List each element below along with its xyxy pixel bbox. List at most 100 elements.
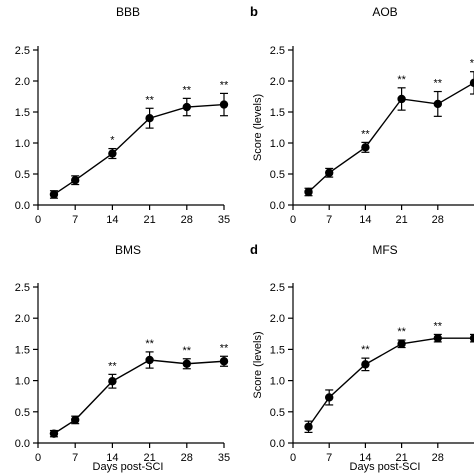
- data-point: [433, 99, 442, 109]
- x-tick-label: 7: [72, 452, 78, 464]
- data-point: [304, 422, 313, 431]
- significance-marker: *: [110, 135, 115, 147]
- y-tick-label: 0.0: [15, 438, 30, 450]
- data-point: [397, 94, 406, 104]
- data-point: [304, 187, 313, 197]
- data-point: [145, 355, 154, 365]
- data-point: [325, 393, 334, 402]
- x-tick-label: 14: [359, 452, 371, 464]
- significance-marker: **: [183, 345, 192, 357]
- significance-marker: **: [183, 84, 192, 96]
- x-tick-label: 7: [326, 214, 332, 226]
- y-tick-label: 2.5: [270, 45, 285, 57]
- x-tick-label: 14: [106, 214, 118, 226]
- series-line: [308, 82, 474, 193]
- y-tick-label: 1.5: [15, 344, 30, 356]
- x-tick-label: 14: [359, 214, 371, 226]
- data-point: [145, 114, 154, 123]
- x-tick-label: 7: [326, 452, 332, 464]
- chart-title: MFS: [372, 243, 397, 257]
- data-point: [361, 360, 370, 369]
- series-line: [53, 359, 225, 435]
- x-tick-label: 0: [35, 214, 41, 226]
- y-axis-label: Score (levels): [252, 331, 264, 398]
- y-tick-label: 1.5: [270, 107, 285, 119]
- panel-letter: b: [250, 4, 258, 19]
- x-tick-label: 14: [106, 452, 118, 464]
- data-point: [49, 190, 59, 199]
- y-tick-label: 2.0: [15, 76, 30, 88]
- y-tick-label: 2.0: [270, 76, 285, 88]
- chart-title: AOB: [372, 5, 397, 19]
- y-tick-label: 2.5: [15, 282, 30, 294]
- data-point: [182, 359, 191, 368]
- data-point: [108, 377, 117, 386]
- y-tick-label: 2.0: [270, 313, 285, 325]
- y-tick-label: 1.0: [270, 138, 285, 150]
- significance-marker: **: [470, 58, 474, 70]
- data-point: [433, 333, 442, 343]
- significance-marker: **: [434, 78, 443, 90]
- chart-panel: AOB b 0.0 0.5 1.0 1.5 2.0 2.5 0 7 14 21 28 Score (lev…: [250, 4, 474, 226]
- data-point: [361, 143, 370, 152]
- significance-marker: **: [145, 94, 154, 106]
- significance-marker: **: [361, 344, 370, 356]
- significance-marker: **: [220, 342, 229, 354]
- series-line: [307, 337, 474, 428]
- significance-marker: **: [361, 128, 370, 140]
- x-tick-label: 7: [72, 214, 78, 226]
- data-point: [108, 149, 117, 158]
- y-tick-label: 0.0: [15, 200, 30, 212]
- x-tick-label: 0: [290, 452, 296, 464]
- data-point: [325, 168, 334, 177]
- x-axis-label: Days post-SCI: [350, 461, 421, 473]
- data-point: [71, 176, 80, 185]
- x-tick-label: 35: [218, 214, 230, 226]
- y-tick-label: 1.0: [15, 138, 30, 150]
- x-tick-label: 21: [143, 214, 155, 226]
- data-point: [219, 100, 229, 109]
- x-tick-label: 21: [395, 214, 407, 226]
- x-tick-label: 21: [143, 452, 155, 464]
- x-tick-label: 28: [181, 452, 193, 464]
- x-tick-label: 0: [290, 214, 296, 226]
- chart-panel: MFS d 0.0 0.5 1.0 1.5 2.0 2.5 0 7 14 21 28 Days post-…: [250, 242, 474, 473]
- significance-marker: **: [145, 338, 154, 350]
- y-tick-label: 2.5: [15, 45, 30, 57]
- x-tick-label: 28: [432, 214, 444, 226]
- data-point: [71, 415, 80, 425]
- y-tick-label: 1.5: [270, 344, 285, 356]
- y-tick-label: 0.5: [15, 169, 30, 181]
- x-axis-label: Days post-SCI: [93, 461, 164, 473]
- chart-title: BBB: [116, 5, 140, 19]
- chart-panel: BMS 0.0 0.5 1.0 1.5 2.0 2.5 0 7 14 21 28 35 Days post…: [15, 243, 230, 473]
- y-tick-label: 0.0: [270, 200, 285, 212]
- significance-marker: **: [220, 79, 229, 91]
- data-point: [469, 333, 474, 343]
- data-point: [182, 102, 191, 112]
- y-tick-label: 2.0: [15, 313, 30, 325]
- y-tick-label: 0.0: [270, 438, 285, 450]
- data-point: [469, 78, 474, 88]
- x-tick-label: 35: [218, 452, 230, 464]
- y-tick-label: 1.5: [15, 107, 30, 119]
- y-axis-label: Score (levels): [252, 94, 264, 161]
- y-tick-label: 0.5: [270, 169, 285, 181]
- significance-marker: **: [108, 360, 117, 372]
- significance-marker: **: [397, 74, 406, 86]
- y-tick-label: 1.0: [15, 376, 30, 388]
- data-point: [49, 429, 59, 438]
- x-tick-label: 28: [181, 214, 193, 226]
- x-tick-label: 21: [395, 452, 407, 464]
- y-tick-label: 2.5: [270, 282, 285, 294]
- significance-marker: **: [397, 326, 406, 338]
- x-tick-label: 28: [432, 452, 444, 464]
- data-point: [397, 339, 406, 348]
- data-point: [219, 357, 229, 366]
- x-tick-label: 0: [35, 452, 41, 464]
- y-tick-label: 0.5: [15, 407, 30, 419]
- panel-letter: d: [250, 242, 258, 257]
- y-tick-label: 0.5: [270, 407, 285, 419]
